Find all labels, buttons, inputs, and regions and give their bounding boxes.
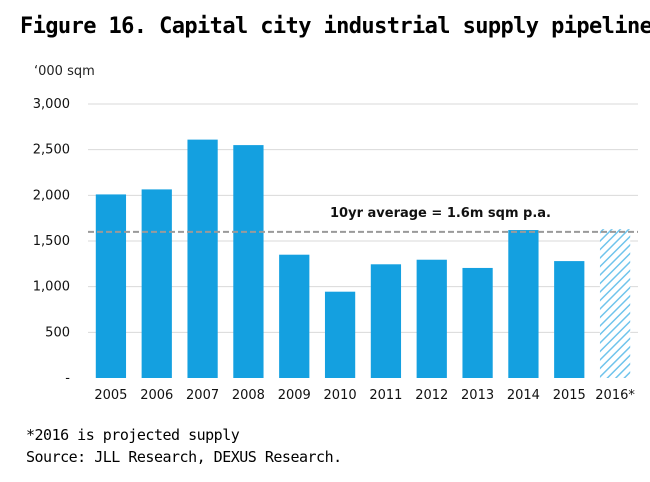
x-tick-label: 2016*	[595, 388, 635, 403]
x-tick-label: 2006	[140, 388, 173, 403]
y-tick-label: 2,500	[33, 143, 70, 158]
bar	[554, 261, 585, 378]
projected-note: *2016 is projected supply	[26, 426, 240, 444]
x-tick-label: 2011	[369, 388, 402, 403]
x-tick-label: 2012	[415, 388, 448, 403]
y-axis-ticks: - 500 1,000 1,500 2,000 2,500 3,000	[33, 97, 71, 386]
y-axis-unit-label: ‘000 sqm	[34, 64, 95, 79]
average-reference: 10yr average = 1.6m sqm p.a.	[88, 206, 638, 233]
bar	[462, 267, 493, 378]
bar	[233, 145, 264, 378]
source-note: Source: JLL Research, DEXUS Research.	[26, 448, 342, 466]
x-tick-label: 2009	[278, 388, 311, 403]
y-tick-label: 1,500	[33, 234, 70, 249]
x-tick-label: 2007	[186, 388, 219, 403]
x-tick-label: 2015	[553, 388, 586, 403]
x-tick-label: 2010	[324, 388, 357, 403]
gridlines	[88, 103, 638, 333]
bar	[416, 259, 447, 378]
bar	[279, 254, 310, 378]
bar	[324, 291, 356, 378]
chart-title: Figure 16. Capital city industrial suppl…	[20, 14, 650, 39]
chart-footnote: *2016 is projected supply Source: JLL Re…	[26, 424, 342, 468]
y-tick-label: 1,000	[33, 280, 70, 295]
x-tick-label: 2005	[94, 388, 127, 403]
x-axis-ticks: 2005 2006 2007 2008 2009 2010 2011 2012 2013 2014…	[94, 388, 635, 403]
average-line-label: 10yr average = 1.6m sqm p.a.	[330, 206, 551, 221]
bar	[95, 194, 127, 378]
y-tick-label: 2,000	[33, 188, 70, 203]
projected-bar	[599, 229, 631, 378]
bar	[370, 264, 402, 378]
bars	[95, 139, 631, 378]
y-tick-label: 500	[45, 325, 70, 340]
bar	[508, 230, 539, 378]
x-tick-label: 2013	[461, 388, 494, 403]
y-tick-label: 3,000	[33, 97, 70, 112]
y-tick-label: -	[65, 371, 70, 386]
x-tick-label: 2014	[507, 388, 540, 403]
x-tick-label: 2008	[232, 388, 265, 403]
bar	[141, 189, 172, 378]
bar	[187, 139, 218, 378]
